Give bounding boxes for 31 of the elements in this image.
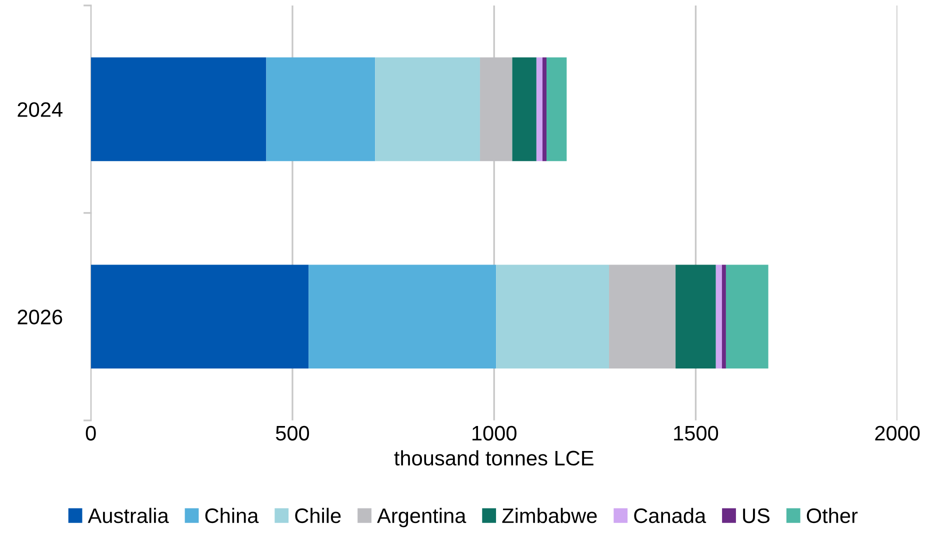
bar [375,57,480,162]
bar [512,57,536,162]
y-tick-label: 2026 [18,310,62,324]
bar [496,264,610,369]
x-tick-label: 1000 [472,426,516,441]
bar [722,264,726,369]
bar [536,57,542,162]
x-tick-label: 2000 [875,426,920,441]
legend-label: Australia [88,508,169,524]
legend-label: Argentina [377,508,466,528]
bar [716,264,722,369]
bar [546,57,567,162]
bar [266,57,376,162]
bar [90,264,309,369]
bar [542,57,547,162]
bar [609,264,676,369]
x-tick-label: 1500 [674,426,718,441]
legend-label: US [743,508,770,524]
legend-label: China [205,508,259,524]
bar [726,264,768,369]
legend-label: Other [806,508,858,524]
bar [90,57,266,162]
legend-label: Chile [295,508,341,524]
legend-label: Canada [634,508,706,524]
y-tick-label: 2024 [18,102,62,117]
x-tick-label: 0 [86,426,96,441]
bar [676,264,716,369]
legend-label: Zimbabwe [502,508,597,524]
bar [308,264,496,369]
x-tick-label: 500 [276,426,310,441]
x-axis-title: thousand tonnes LCE [394,450,594,466]
